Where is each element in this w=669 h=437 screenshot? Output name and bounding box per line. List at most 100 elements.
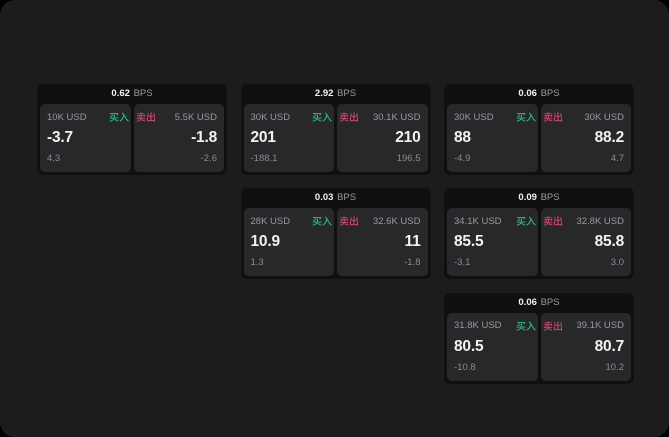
sell-amount: 32.8K USD bbox=[576, 215, 624, 227]
buy-price: 10.9 bbox=[250, 233, 281, 251]
buy-top-row: 31.8K USD bbox=[454, 320, 536, 332]
card-body: 10K USD -3.7 4.3 5.5K USD -1.8 -2.6 bbox=[37, 104, 227, 175]
buy-top-row: 10K USD bbox=[47, 111, 129, 123]
bps-value: 0.06 bbox=[518, 88, 537, 99]
quote-card[interactable]: 0.62 BPS 10K USD -3.7 4.3 5.5K USD bbox=[37, 84, 227, 175]
quote-card[interactable]: 0.03 BPS 28K USD 10.9 1.3 32.6K USD bbox=[240, 188, 431, 280]
bps-unit-label: BPS bbox=[337, 192, 357, 204]
card-body: 28K USD 10.9 1.3 32.6K USD 11 -1.8 bbox=[241, 208, 431, 279]
card-body: 31.8K USD 80.5 -10.8 39.1K USD 80.7 10.2 bbox=[444, 312, 634, 384]
sell-label-icon bbox=[543, 112, 562, 122]
buy-amount: 30K USD bbox=[250, 111, 291, 123]
card-header: 0.62 BPS bbox=[37, 84, 227, 104]
sell-price: 210 bbox=[395, 129, 421, 146]
buy-top-row: 30K USD bbox=[250, 111, 332, 123]
buy-panel[interactable]: 30K USD 88 -4.9 bbox=[447, 104, 538, 172]
sell-amount: 32.6K USD bbox=[372, 215, 421, 227]
sell-label-icon bbox=[339, 112, 359, 122]
sell-price: 88.2 bbox=[594, 129, 625, 146]
sell-panel[interactable]: 30K USD 88.2 4.7 bbox=[540, 104, 631, 172]
buy-label-icon bbox=[312, 112, 332, 122]
buy-change: -4.9 bbox=[454, 153, 471, 164]
card-body: 30K USD 88 -4.9 30K USD 88.2 4.7 bbox=[444, 104, 634, 175]
sell-amount: 30K USD bbox=[584, 111, 624, 123]
sell-change: 10.2 bbox=[605, 361, 625, 373]
card-body: 34.1K USD 85.5 -3.1 32.8K USD 85.8 3.0 bbox=[444, 208, 634, 279]
bps-unit-label: BPS bbox=[133, 88, 153, 99]
sell-change: -1.8 bbox=[404, 257, 421, 269]
sell-panel[interactable]: 32.6K USD 11 -1.8 bbox=[337, 208, 428, 277]
buy-change: -188.1 bbox=[250, 153, 278, 164]
sell-panel[interactable]: 5.5K USD -1.8 -2.6 bbox=[133, 104, 224, 172]
buy-change: 4.3 bbox=[47, 153, 61, 164]
card-body: 30K USD 201 -188.1 30.1K USD 210 196.5 bbox=[241, 104, 431, 175]
buy-panel[interactable]: 10K USD -3.7 4.3 bbox=[40, 104, 131, 172]
bps-unit-label: BPS bbox=[337, 88, 357, 99]
buy-panel[interactable]: 31.8K USD 80.5 -10.8 bbox=[447, 312, 538, 381]
sell-amount: 30.1K USD bbox=[372, 111, 421, 123]
sell-panel[interactable]: 39.1K USD 80.7 10.2 bbox=[540, 312, 631, 381]
bps-unit-label: BPS bbox=[540, 192, 560, 204]
card-header: 0.06 BPS bbox=[444, 293, 634, 313]
sell-change: 3.0 bbox=[610, 257, 624, 269]
bps-value: 0.03 bbox=[314, 192, 334, 204]
sell-change: 4.7 bbox=[610, 153, 624, 164]
buy-price: 88 bbox=[454, 129, 471, 146]
sell-panel[interactable]: 30.1K USD 210 196.5 bbox=[337, 104, 428, 172]
sell-top-row: 32.8K USD bbox=[543, 215, 624, 227]
sell-top-row: 39.1K USD bbox=[543, 320, 624, 332]
sell-top-row: 30K USD bbox=[543, 111, 624, 123]
sell-price: 11 bbox=[404, 233, 421, 251]
sell-label-icon bbox=[543, 216, 562, 226]
buy-amount: 34.1K USD bbox=[454, 215, 502, 227]
sell-price: 85.8 bbox=[594, 233, 625, 251]
sell-amount: 5.5K USD bbox=[174, 111, 217, 123]
bps-value: 0.62 bbox=[111, 88, 130, 99]
buy-panel[interactable]: 34.1K USD 85.5 -3.1 bbox=[447, 208, 538, 277]
buy-change: -10.8 bbox=[454, 361, 476, 373]
buy-top-row: 30K USD bbox=[454, 111, 536, 123]
sell-label-icon bbox=[543, 320, 562, 331]
sell-amount: 39.1K USD bbox=[576, 320, 624, 332]
buy-panel[interactable]: 30K USD 201 -188.1 bbox=[243, 104, 334, 172]
sell-price: 80.7 bbox=[594, 337, 625, 355]
bps-unit-label: BPS bbox=[540, 296, 560, 308]
buy-amount: 31.8K USD bbox=[454, 320, 502, 332]
sell-top-row: 30.1K USD bbox=[339, 111, 421, 123]
sell-change: -2.6 bbox=[200, 153, 217, 164]
sell-price: -1.8 bbox=[191, 129, 217, 146]
buy-price: 80.5 bbox=[454, 337, 484, 355]
buy-amount: 10K USD bbox=[47, 111, 87, 123]
card-header: 0.03 BPS bbox=[241, 188, 431, 208]
buy-price: 85.5 bbox=[454, 233, 484, 251]
buy-top-row: 28K USD bbox=[250, 215, 332, 227]
buy-panel[interactable]: 28K USD 10.9 1.3 bbox=[243, 208, 334, 277]
buy-label-icon bbox=[108, 112, 129, 122]
sell-label-icon bbox=[339, 216, 359, 226]
bps-unit-label: BPS bbox=[540, 88, 560, 99]
quote-card[interactable]: 2.92 BPS 30K USD 201 -188.1 30.1K USD bbox=[240, 84, 431, 175]
buy-price: -3.7 bbox=[47, 129, 73, 146]
quote-card[interactable]: 0.06 BPS 31.8K USD 80.5 -10.8 39.1K USD bbox=[444, 292, 634, 384]
buy-label-icon bbox=[515, 112, 536, 122]
buy-change: -3.1 bbox=[454, 257, 471, 269]
sell-top-row: 5.5K USD bbox=[136, 111, 217, 123]
card-header: 0.06 BPS bbox=[444, 84, 634, 104]
quote-card-grid: 0.62 BPS 10K USD -3.7 4.3 5.5K USD bbox=[37, 84, 634, 384]
buy-change: 1.3 bbox=[250, 257, 264, 269]
card-header: 0.09 BPS bbox=[444, 188, 634, 208]
buy-amount: 28K USD bbox=[250, 215, 291, 227]
buy-top-row: 34.1K USD bbox=[454, 215, 536, 227]
buy-price: 201 bbox=[250, 129, 276, 146]
quote-card[interactable]: 0.06 BPS 30K USD 88 -4.9 30K USD bbox=[444, 84, 634, 175]
bps-value: 0.09 bbox=[518, 192, 537, 204]
bps-value: 2.92 bbox=[314, 88, 334, 99]
sell-panel[interactable]: 32.8K USD 85.8 3.0 bbox=[540, 208, 631, 277]
buy-label-icon bbox=[515, 321, 536, 331]
buy-amount: 30K USD bbox=[454, 111, 494, 123]
bps-value: 0.06 bbox=[518, 296, 537, 308]
buy-label-icon bbox=[312, 216, 332, 226]
buy-label-icon bbox=[515, 216, 536, 226]
quote-card[interactable]: 0.09 BPS 34.1K USD 85.5 -3.1 32.8K USD bbox=[444, 188, 634, 280]
